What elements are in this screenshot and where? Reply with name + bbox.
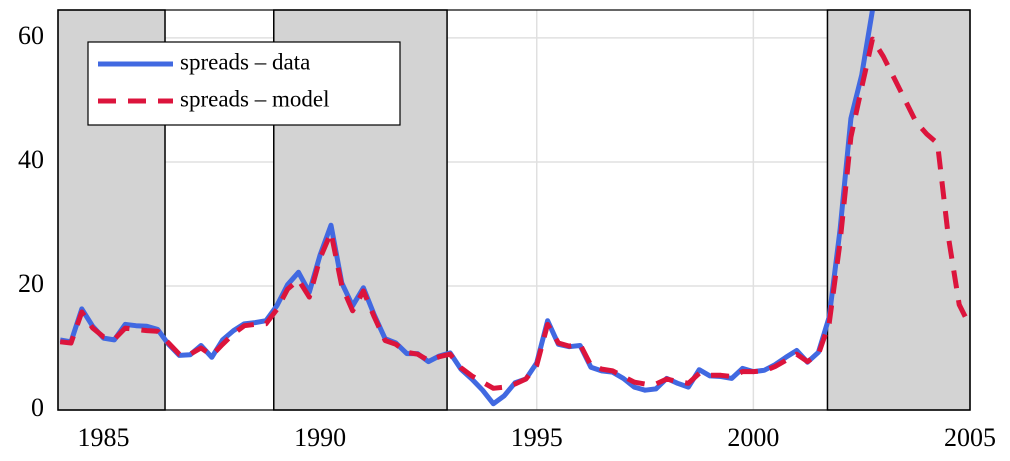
y-tick-label: 40 — [18, 145, 44, 174]
x-tick-label: 2005 — [944, 423, 996, 452]
series-line — [59, 36, 970, 391]
y-tick-label: 60 — [18, 21, 44, 50]
legend-label: spreads – model — [180, 86, 329, 111]
y-tick-label: 0 — [31, 393, 44, 422]
x-tick-label: 2000 — [727, 423, 779, 452]
plot-frame — [57, 9, 971, 411]
legend-label: spreads – data — [180, 49, 310, 74]
x-tick-label: 1995 — [511, 423, 563, 452]
legend-box — [87, 41, 401, 126]
shaded-region — [826, 9, 971, 411]
x-tick-label: 1985 — [77, 423, 129, 452]
x-tick-label: 1990 — [294, 423, 346, 452]
y-tick-label: 20 — [18, 269, 44, 298]
